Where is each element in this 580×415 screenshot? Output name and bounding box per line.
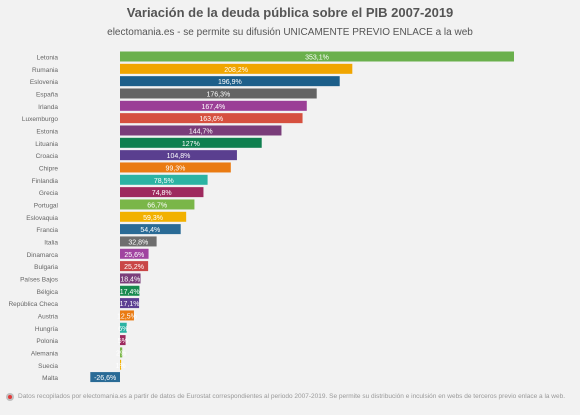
data-label: 208,2% <box>224 67 248 74</box>
category-label: Italia <box>44 239 58 246</box>
category-label: Bulgaria <box>34 264 58 271</box>
bar <box>120 211 187 222</box>
category-label: Suecia <box>38 363 58 370</box>
bar <box>120 137 262 148</box>
data-label: 163,6% <box>199 116 223 123</box>
category-label: Alemania <box>31 350 58 357</box>
data-label: 66,7% <box>147 202 167 209</box>
bar <box>120 261 149 272</box>
category-label: Lituania <box>35 141 58 148</box>
data-label: 127% <box>182 141 200 148</box>
bar <box>120 273 141 284</box>
bar <box>90 372 120 383</box>
category-label: Francia <box>36 227 58 234</box>
bar <box>120 51 514 62</box>
category-label: España <box>36 91 58 98</box>
bar <box>120 224 181 235</box>
bar <box>120 63 353 74</box>
data-label: 144,7% <box>189 128 213 135</box>
category-label: Luxemburgo <box>22 116 59 123</box>
category-label: Eslovaquia <box>26 215 58 222</box>
bar <box>120 310 134 321</box>
category-label: Chipre <box>39 165 59 172</box>
category-label: Países Bajos <box>20 276 59 283</box>
category-label: Letonia <box>37 55 59 62</box>
data-label: 18,4% <box>120 276 140 283</box>
bar <box>120 88 317 99</box>
data-label: 1% <box>115 363 125 370</box>
bar <box>120 187 204 198</box>
data-label: 54,4% <box>140 227 160 234</box>
category-label: Dinamarca <box>27 252 59 259</box>
bar <box>120 298 140 309</box>
bar <box>120 335 126 346</box>
category-label: República Checa <box>8 301 58 308</box>
data-label: 104,8% <box>167 153 191 160</box>
data-label: 25,6% <box>124 252 144 259</box>
bar <box>120 285 140 296</box>
bar <box>120 76 340 87</box>
bar <box>120 150 237 161</box>
data-label: 99,3% <box>165 165 185 172</box>
bar <box>120 113 303 124</box>
category-label: Portugal <box>34 202 59 209</box>
bar <box>120 125 282 136</box>
data-label: 12,5% <box>117 313 137 320</box>
bar <box>120 174 208 185</box>
chart-title: Variación de la deuda pública sobre el P… <box>126 5 454 20</box>
data-label: 32,8% <box>128 239 148 246</box>
data-label: 25,2% <box>124 264 144 271</box>
data-label: 167,4% <box>202 104 226 111</box>
bar <box>120 322 127 333</box>
data-label: 17,4% <box>120 289 140 296</box>
category-label: Estonia <box>36 128 58 135</box>
data-label: 59,3% <box>143 215 163 222</box>
category-label: Croacia <box>36 153 59 160</box>
chart-subtitle: electomania.es - se permite su difusión … <box>107 27 473 38</box>
bar-chart: Letonia 353,1% Rumania 208,2% Eslovenia 196,9… <box>8 51 514 383</box>
bar <box>120 199 195 210</box>
data-label: 176,3% <box>206 91 230 98</box>
category-label: Eslovenia <box>30 79 59 86</box>
category-label: Bélgica <box>37 289 59 296</box>
data-label: 74,8% <box>152 190 172 197</box>
bar <box>120 236 157 247</box>
data-label: -26,6% <box>94 375 116 382</box>
category-label: Rumania <box>32 67 58 74</box>
category-label: Irlanda <box>38 104 58 111</box>
bar <box>120 162 231 173</box>
data-label: 2% <box>116 350 126 357</box>
category-label: Polonia <box>36 338 58 345</box>
bar <box>120 100 307 111</box>
data-label: 78,5% <box>154 178 174 185</box>
data-label: 353,1% <box>305 55 329 62</box>
footer-note: Datos recopilados por electomania.es a p… <box>18 393 566 400</box>
category-label: Austria <box>38 313 59 320</box>
bar <box>120 359 122 370</box>
data-label: 196,9% <box>218 79 242 86</box>
category-label: Grecia <box>39 190 59 197</box>
bar <box>120 248 149 259</box>
electomania-logo-icon <box>6 393 14 401</box>
bar <box>120 347 123 358</box>
data-label: 17,1% <box>120 301 140 308</box>
category-label: Hungría <box>35 326 59 333</box>
category-label: Finlandia <box>32 178 59 185</box>
data-label: 5% <box>118 338 128 345</box>
category-label: Malta <box>42 375 58 382</box>
data-label: 6% <box>118 326 128 333</box>
